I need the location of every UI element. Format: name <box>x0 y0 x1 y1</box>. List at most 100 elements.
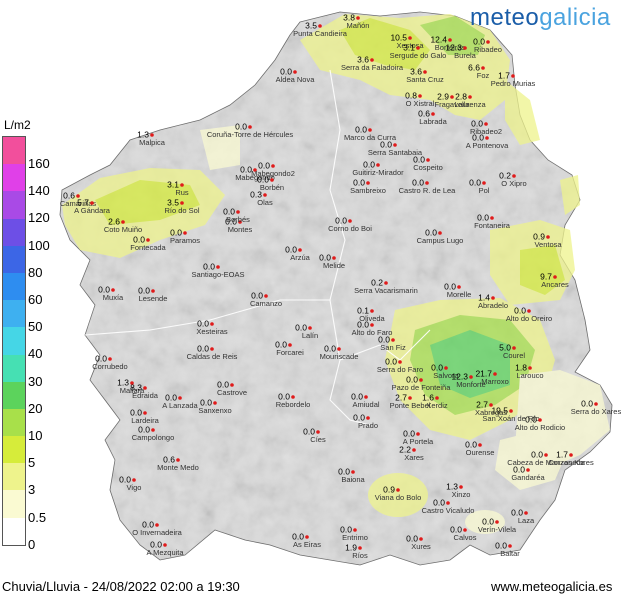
station-name: Xesteiras <box>196 327 228 336</box>
station-name: Alto do Faro <box>352 328 393 337</box>
legend-swatch <box>3 327 25 355</box>
station-dot <box>358 546 362 550</box>
station-dot <box>459 485 463 489</box>
station-dot <box>318 24 322 28</box>
station-value: 2.6 <box>108 217 120 227</box>
station-value: 0.0 <box>472 133 484 143</box>
legend-swatch <box>3 191 25 219</box>
station-name: Burela <box>454 51 477 60</box>
legend-swatch <box>3 164 25 192</box>
station-dot <box>248 125 252 129</box>
legend-label: 3 <box>28 482 36 498</box>
station-dot <box>486 40 490 44</box>
station-value: 0.0 <box>217 380 229 390</box>
station-dot <box>348 219 352 223</box>
station-dot <box>364 395 368 399</box>
station-value: 3.6 <box>410 67 422 77</box>
station-value: 0.0 <box>495 541 507 551</box>
station-name: Prado <box>358 421 378 430</box>
station-name: Montes <box>228 225 253 234</box>
station-name: Fontaneira <box>474 221 511 230</box>
station-dot <box>435 396 439 400</box>
station-dot <box>210 322 214 326</box>
station-name: Monforte <box>456 380 486 389</box>
station-name: Lesende <box>139 294 168 303</box>
station-value: 0.0 <box>406 534 418 544</box>
station-name: Muxía <box>103 293 124 302</box>
station-value: 0.0 <box>531 450 543 460</box>
station-value: 1.3 <box>117 378 129 388</box>
station-name: Río do Sol <box>164 206 199 215</box>
station-dot <box>151 289 155 293</box>
station-value: 9.7 <box>540 272 552 282</box>
station-name: Mabegondo2 <box>251 169 295 178</box>
station-value: 0.0 <box>465 440 477 450</box>
station-name: Campus Lugo <box>417 236 464 245</box>
station-dot <box>448 38 452 42</box>
station-name: Coto Muiño <box>104 225 142 234</box>
station-dot <box>512 174 516 178</box>
station-name: Camariñas <box>60 199 97 208</box>
station-dot <box>412 448 416 452</box>
station-marker: 5.7A Gándara <box>74 198 111 216</box>
station-name: Sambreixo <box>350 186 386 195</box>
station-dot <box>366 416 370 420</box>
station-name: Verín-Vilela <box>478 525 517 534</box>
station-dot <box>438 231 442 235</box>
station-value: 0.0 <box>450 525 462 535</box>
station-dot <box>183 231 187 235</box>
meteogalicia-logo: meteogalicia <box>470 4 611 32</box>
station-value: 0.0 <box>280 67 292 77</box>
footer-url[interactable]: www.meteogalicia.es <box>491 579 613 594</box>
station-value: 8.3 <box>130 383 142 393</box>
station-marker: 0.0A Mezquita <box>146 540 184 558</box>
station-name: Corrubedo <box>92 362 127 371</box>
station-value: 0.1 <box>357 306 369 316</box>
station-value: 0.0 <box>292 532 304 542</box>
station-name: Vigo <box>127 483 142 492</box>
station-dot <box>482 181 486 185</box>
station-dot <box>569 453 573 457</box>
station-name: Melide <box>323 261 345 270</box>
station-value: 0.0 <box>357 320 369 330</box>
station-dot <box>493 372 497 376</box>
station-name: Borreiros <box>435 43 466 52</box>
station-value: 0.0 <box>473 37 485 47</box>
station-value: 3.1 <box>403 43 415 53</box>
station-value: 0.0 <box>285 245 297 255</box>
legend-swatch <box>3 436 25 464</box>
station-name: A Lanzada <box>162 401 198 410</box>
station-value: 0.0 <box>170 228 182 238</box>
station-name: Caldas de Reis <box>187 352 238 361</box>
station-value: 0.0 <box>340 525 352 535</box>
station-dot <box>423 70 427 74</box>
